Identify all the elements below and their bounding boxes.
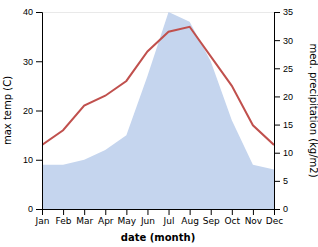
y-axis-title: max temp (C) [2, 76, 13, 145]
x-tick: May [118, 209, 137, 226]
y2-tick: 30 [274, 36, 293, 46]
y2-tick: 0 [274, 204, 288, 214]
x-tick-label: Jul [163, 216, 175, 226]
y2-tick-label: 35 [283, 7, 293, 17]
y-tick-mark [36, 160, 42, 161]
y2-axis-title: med. precipitation (kg/m2) [308, 43, 318, 177]
x-tick: Aug [181, 209, 199, 226]
x-axis-title: date (month) [121, 232, 195, 243]
y-axis-line [36, 13, 43, 210]
x-tick: Jun [140, 209, 155, 226]
y2-axis: 0 5 10 15 20 25 30 35 [274, 7, 293, 214]
x-tick-label: Aug [181, 216, 199, 226]
top-border [42, 12, 274, 13]
y-tick: 30 [23, 57, 42, 67]
marks [42, 12, 274, 209]
x-tick-mark [126, 209, 127, 215]
y-tick-mark [36, 12, 42, 13]
x-tick-label: Dec [266, 216, 283, 226]
y2-tick-label: 0 [283, 204, 288, 214]
y-tick: 10 [23, 155, 42, 165]
x-axis: Jan Feb Mar Apr MayJun Jul Aug Sep Oct NovDec [35, 209, 284, 226]
x-tick-mark [84, 209, 85, 215]
x-tick-label: Oct [225, 216, 241, 226]
y2-tick-mark [274, 12, 280, 13]
x-tick: Feb [56, 209, 72, 226]
y2-tick-label: 15 [283, 120, 293, 130]
y2-tick: 10 [274, 148, 293, 158]
y2-tick-mark [274, 125, 280, 126]
plot-area: JanFebMarAprMayJunJulAugSepOctNovDec0102… [23, 7, 293, 226]
y-axis: 0 10 20 30 40 [23, 7, 43, 214]
x-tick-mark [169, 209, 170, 215]
y2-tick-mark [274, 153, 280, 154]
area [42, 12, 274, 209]
x-tick: Jul [163, 209, 175, 226]
x-tick: Sep [203, 209, 220, 226]
x-tick-label: Mar [76, 216, 93, 226]
y-tick-label: 10 [23, 155, 33, 165]
y-tick-label: 30 [23, 57, 33, 67]
y2-tick: 20 [274, 92, 293, 102]
y2-tick-label: 30 [283, 36, 293, 46]
y-tick: 20 [23, 106, 42, 116]
x-tick: Jan [35, 209, 50, 226]
y-tick: 0 [28, 204, 42, 214]
y2-tick: 5 [274, 176, 288, 186]
y-tick-label: 20 [23, 106, 33, 116]
x-tick-label: May [118, 216, 137, 226]
y2-tick: 35 [274, 7, 293, 17]
y2-tick-mark [274, 96, 280, 97]
x-tick: Apr [98, 209, 114, 226]
y-tick-label: 0 [28, 204, 33, 214]
x-tick: Mar [76, 209, 93, 226]
x-tick: Nov [245, 209, 263, 226]
chart: JanFebMarAprMayJunJulAugSepOctNovDec0102… [0, 0, 318, 247]
x-axis-line [43, 210, 275, 216]
x-tick-mark [253, 209, 254, 215]
x-tick-mark [211, 209, 212, 215]
x-tick-label: Jun [140, 216, 155, 226]
x-tick: Oct [225, 209, 241, 226]
x-tick-mark [63, 209, 64, 215]
y-tick-mark [36, 209, 42, 210]
y2-tick-mark [274, 68, 280, 69]
x-tick-mark [232, 209, 233, 215]
y2-tick-label: 25 [283, 64, 293, 74]
y2-tick: 15 [274, 120, 293, 130]
x-tick-mark [105, 209, 106, 215]
x-tick-label: Nov [245, 216, 263, 226]
y2-tick-mark [274, 181, 280, 182]
y2-tick-label: 10 [283, 148, 293, 158]
y2-tick-mark [274, 40, 280, 41]
x-tick-label: Jan [35, 216, 50, 226]
y2-tick-label: 5 [283, 176, 288, 186]
y-tick: 40 [23, 7, 42, 17]
line [42, 27, 274, 145]
y-tick-mark [36, 111, 42, 112]
y2-axis-line [275, 13, 281, 210]
x-tick-label: Sep [203, 216, 220, 226]
x-tick-mark [190, 209, 191, 215]
y2-tick: 25 [274, 64, 293, 74]
x-tick-label: Apr [98, 216, 114, 226]
y-tick-label: 40 [23, 7, 33, 17]
x-tick-label: Feb [56, 216, 72, 226]
y2-tick-label: 20 [283, 92, 293, 102]
x-tick: Dec [266, 209, 283, 226]
y-tick-mark [36, 61, 42, 62]
y2-tick-mark [274, 209, 280, 210]
x-tick-mark [147, 209, 148, 215]
